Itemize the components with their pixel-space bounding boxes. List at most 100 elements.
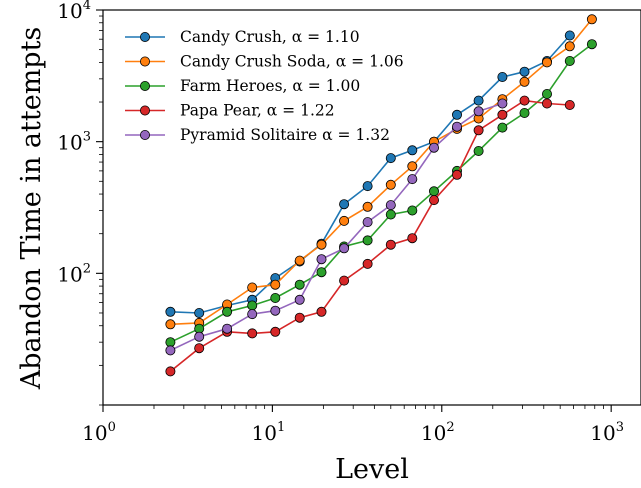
series-5-point-7	[316, 254, 327, 265]
series-3-point-19	[586, 39, 597, 50]
series-1-point-1	[165, 306, 176, 317]
series-4-point-12	[428, 195, 439, 206]
legend-label: Candy Crush, α = 1.10	[180, 28, 360, 46]
series-2-point-5	[270, 279, 281, 290]
series-4-point-5	[270, 326, 281, 337]
series-4-point-10	[385, 239, 396, 250]
series-4-point-2	[194, 343, 205, 354]
series-5-point-3	[222, 323, 233, 334]
series-3-point-5	[270, 292, 281, 303]
series-4-point-9	[362, 258, 373, 269]
series-2-point-8	[339, 215, 350, 226]
series-5-point-1	[165, 345, 176, 356]
series-4-point-1	[165, 366, 176, 377]
series-4-point-14	[473, 125, 484, 136]
legend-item-1: Candy Crush, α = 1.10	[125, 28, 360, 46]
series-5-point-9	[362, 217, 373, 228]
legend-marker	[139, 56, 150, 67]
x-tick-label: 101	[252, 420, 286, 445]
series-5-point-2	[194, 331, 205, 342]
series-5-point-13	[451, 121, 462, 132]
series-5-point-4	[247, 309, 258, 320]
series-3-point-17	[542, 89, 553, 100]
series-2-point-6	[294, 255, 305, 266]
x-tick-label: 103	[590, 420, 624, 445]
series-1-point-9	[362, 181, 373, 192]
series-1-point-10	[385, 153, 396, 164]
series-5	[165, 98, 508, 356]
series-1-point-11	[407, 145, 418, 156]
series-5-point-15	[497, 98, 508, 109]
series-5-point-6	[294, 294, 305, 305]
series-5-point-8	[339, 243, 350, 254]
series-layer	[165, 14, 597, 377]
series-3-point-6	[294, 279, 305, 290]
y-tick-label: 104	[57, 0, 91, 23]
legend-marker	[139, 81, 150, 92]
series-2-point-7	[316, 239, 327, 250]
plot-area-frame	[102, 9, 641, 406]
series-3-point-4	[247, 300, 258, 311]
series-4-point-16	[519, 95, 530, 106]
x-tick-label: 102	[421, 420, 455, 445]
legend-item-2: Candy Crush Soda, α = 1.06	[125, 53, 404, 71]
legend-item-4: Papa Pear, α = 1.22	[125, 102, 335, 120]
series-3-point-9	[362, 235, 373, 246]
series-3-point-11	[407, 205, 418, 216]
y-tick-label: 102	[57, 261, 91, 286]
axis-ticks: 100 101 102 103 102 103 104	[57, 0, 624, 445]
series-3-point-14	[473, 145, 484, 156]
y-tick-label: 103	[57, 130, 91, 155]
series-5-point-12	[428, 142, 439, 153]
series-2-point-1	[165, 319, 176, 330]
series-1-point-16	[519, 66, 530, 77]
series-5-point-11	[407, 174, 418, 185]
series-1-point-15	[497, 72, 508, 83]
legend-marker	[139, 32, 150, 43]
series-3-point-10	[385, 209, 396, 220]
series-3-point-12	[428, 186, 439, 197]
series-3-point-18	[564, 56, 575, 67]
series-1-point-18	[564, 30, 575, 41]
y-axis-label: Abandon Time in attempts	[16, 27, 47, 391]
series-4-point-17	[542, 98, 553, 109]
x-axis-label: Level	[335, 454, 409, 485]
series-2-point-17	[542, 57, 553, 68]
legend: Candy Crush, α = 1.10 Candy Crush Soda, α…	[125, 28, 404, 144]
x-tick-label: 100	[82, 420, 116, 445]
series-4-point-11	[407, 233, 418, 244]
series-3-point-3	[222, 306, 233, 317]
legend-marker	[139, 105, 150, 116]
legend-marker	[139, 129, 150, 140]
series-1	[165, 30, 575, 318]
series-4-point-4	[247, 328, 258, 339]
legend-label: Papa Pear, α = 1.22	[180, 102, 335, 120]
series-5-point-5	[270, 305, 281, 316]
legend-label: Candy Crush Soda, α = 1.06	[180, 53, 404, 71]
series-5-point-10	[385, 200, 396, 211]
series-2-point-11	[407, 161, 418, 172]
series-1-point-14	[473, 95, 484, 106]
series-1-point-8	[339, 199, 350, 210]
series-1-point-13	[451, 109, 462, 120]
series-4-point-6	[294, 312, 305, 323]
series-2-point-19	[586, 14, 597, 25]
legend-label: Pyramid Solitaire α = 1.32	[180, 126, 390, 144]
series-3-point-7	[316, 267, 327, 278]
series-5-point-14	[473, 106, 484, 117]
series-3-point-15	[497, 122, 508, 133]
series-4	[165, 95, 575, 377]
series-4-point-8	[339, 275, 350, 286]
legend-item-5: Pyramid Solitaire α = 1.32	[125, 126, 390, 144]
series-2-point-10	[385, 179, 396, 190]
series-2-point-16	[519, 76, 530, 87]
series-4-point-7	[316, 306, 327, 317]
series-4-point-18	[564, 100, 575, 111]
series-4-point-15	[497, 109, 508, 120]
series-4-point-13	[451, 169, 462, 180]
series-2-point-4	[247, 282, 258, 293]
legend-label: Farm Heroes, α = 1.00	[180, 77, 360, 95]
series-2-point-9	[362, 201, 373, 212]
series-1-point-2	[194, 307, 205, 318]
